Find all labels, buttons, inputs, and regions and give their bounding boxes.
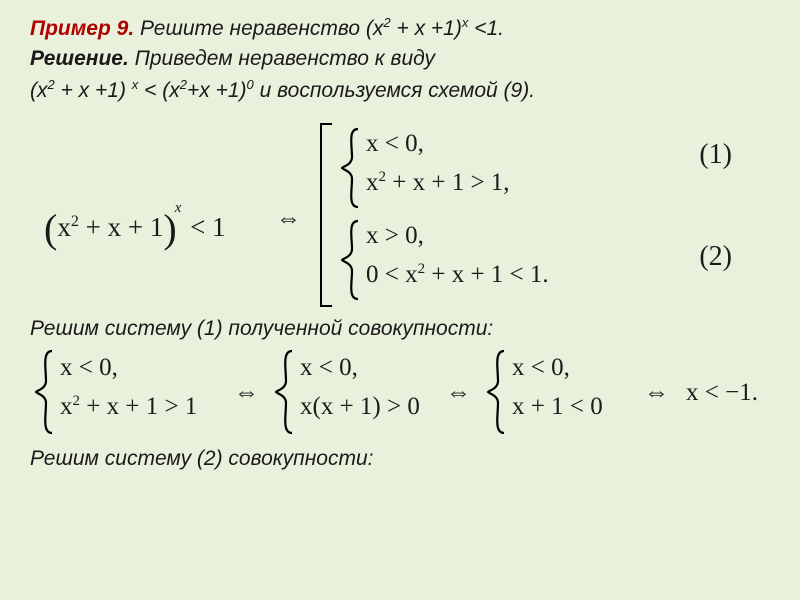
chain1-lines: x < 0, x2 + x + 1 > 1 — [60, 355, 197, 433]
problem-text-a: Решите неравенство (х — [134, 17, 383, 40]
sup-x: х — [175, 200, 182, 216]
iff-symbol: ⇔ — [234, 379, 258, 407]
example-title-line: Пример 9. Решите неравенство (х2 + х +1)… — [30, 14, 774, 43]
brace-icon — [274, 349, 296, 435]
reduce-e: и воспользуемся схемой (9). — [254, 79, 535, 102]
lhs-tail: + x + 1 — [79, 212, 163, 242]
sys1-line2: x2 + x + 1 > 1, — [366, 170, 510, 195]
chain2-l2: x(x + 1) > 0 — [300, 394, 420, 419]
equation-tag-1: (1) — [699, 139, 732, 171]
equivalence-chain: x < 0, x2 + x + 1 > 1 ⇔ x < 0, x(x + 1) … — [34, 349, 774, 441]
example-label: Пример 9. — [30, 17, 134, 40]
chain-group-2: x < 0, x(x + 1) > 0 — [274, 349, 296, 435]
chain3-l2: x + 1 < 0 — [512, 394, 603, 419]
system-2-lines: x > 0, 0 < x2 + x + 1 < 1. — [366, 223, 549, 301]
union-bracket — [320, 123, 332, 307]
iff-symbol: ⇔ — [644, 379, 668, 407]
brace-icon — [486, 349, 508, 435]
chain-group-1: x < 0, x2 + x + 1 > 1 — [34, 349, 56, 435]
reduce-a: (х — [30, 79, 48, 102]
solution-lead: Приведем неравенство к виду — [129, 47, 435, 70]
chain1-l1: x < 0, — [60, 355, 197, 380]
sup-two: 2 — [180, 77, 187, 92]
reduced-form-line: (х2 + х +1) х < (х2+х +1)0 и воспользуем… — [30, 76, 774, 105]
lhs-x: x — [57, 212, 71, 242]
iff-symbol: ⇔ — [446, 379, 470, 407]
chain3-lines: x < 0, x + 1 < 0 — [512, 355, 603, 433]
narrative-solve-sys2: Решим систему (2) совокупности: — [30, 447, 774, 471]
chain3-l1: x < 0, — [512, 355, 603, 380]
problem-text-b: + х +1) — [391, 17, 462, 40]
sys2-line2: 0 < x2 + x + 1 < 1. — [366, 262, 549, 287]
sys1-line1: x < 0, — [366, 131, 510, 156]
reduce-d: +х +1) — [187, 79, 247, 102]
problem-text-c: <1. — [468, 17, 504, 40]
solution-line: Решение. Приведем неравенство к виду — [30, 45, 774, 73]
reduce-b: + х +1) — [55, 79, 132, 102]
chain-group-3: x < 0, x + 1 < 0 — [486, 349, 508, 435]
solution-label: Решение. — [30, 47, 129, 70]
sup-zero: 0 — [247, 77, 254, 92]
lt-one: < 1 — [183, 212, 225, 242]
lhs-expression: (x2 + x + 1)х < 1 — [44, 199, 226, 246]
sup-two: 2 — [48, 77, 55, 92]
narrative-solve-sys1: Решим систему (1) полученной совокупност… — [30, 317, 774, 341]
chain1-l2: x2 + x + 1 > 1 — [60, 394, 197, 419]
reduce-c: < (х — [138, 79, 179, 102]
sys2-line1: x > 0, — [366, 223, 549, 248]
main-equivalence: (x2 + x + 1)х < 1 ⇔ x < 0, x2 + x + 1 > … — [44, 123, 774, 311]
chain-result: x < −1. — [686, 379, 758, 407]
system-1-lines: x < 0, x2 + x + 1 > 1, — [366, 131, 510, 209]
iff-symbol: ⇔ — [276, 205, 300, 233]
brace-icon — [340, 127, 362, 209]
slide: Пример 9. Решите неравенство (х2 + х +1)… — [0, 0, 800, 600]
sup-two: 2 — [383, 15, 390, 30]
equation-tag-2: (2) — [699, 241, 732, 273]
chain2-l1: x < 0, — [300, 355, 420, 380]
brace-icon — [34, 349, 56, 435]
chain2-lines: x < 0, x(x + 1) > 0 — [300, 355, 420, 433]
brace-icon — [340, 219, 362, 301]
sup-two: 2 — [71, 212, 79, 230]
